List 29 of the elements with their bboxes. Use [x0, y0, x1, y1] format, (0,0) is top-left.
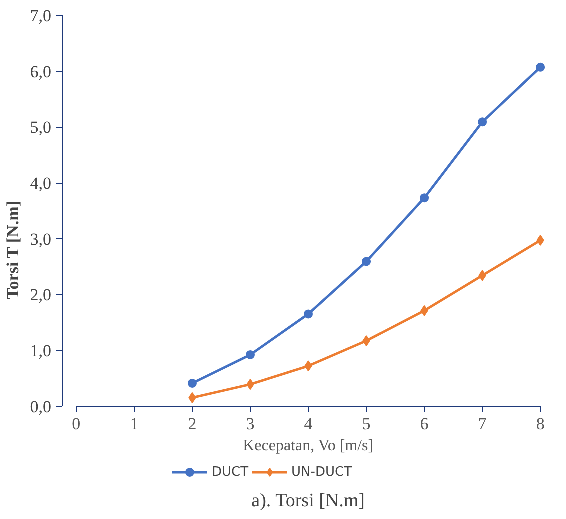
x-tick-label: 4 — [304, 414, 314, 434]
point — [478, 118, 488, 127]
point — [246, 350, 255, 360]
point — [362, 257, 372, 266]
text: a). Torsi [N.m] — [252, 490, 366, 512]
point — [420, 194, 430, 203]
x-tick-label: 7 — [478, 414, 488, 434]
x-tick-label: 8 — [536, 414, 545, 434]
x-axis-title: Kecepatan, Vo [m/s] — [243, 438, 374, 454]
y-tick-label: 4,0 — [30, 174, 52, 193]
legend-label: DUCT — [212, 464, 249, 480]
y-tick-label: 2,0 — [30, 286, 52, 305]
y-tick-label: 5,0 — [30, 118, 52, 138]
x-tick-label: 3 — [246, 414, 255, 434]
y-axis-title: Torsi T [N.m] — [3, 201, 22, 300]
point — [536, 62, 546, 72]
x-tick-label: 5 — [362, 414, 371, 434]
x-tick-label: 6 — [420, 414, 429, 434]
legend-label: UN-DUCT — [292, 464, 352, 480]
x-tick-label: 0 — [72, 414, 81, 434]
y-tick-label: 0,0 — [30, 397, 52, 416]
y-tick-label: 1,0 — [30, 342, 52, 360]
x-tick-label: 2 — [188, 414, 197, 434]
y-tick-label: 3,0 — [30, 230, 52, 249]
point — [304, 310, 313, 319]
y-tick-label: 6,0 — [30, 62, 52, 82]
x-tick-label: 1 — [130, 414, 139, 434]
point — [188, 378, 197, 388]
y-tick-label: 7,0 — [30, 6, 52, 26]
